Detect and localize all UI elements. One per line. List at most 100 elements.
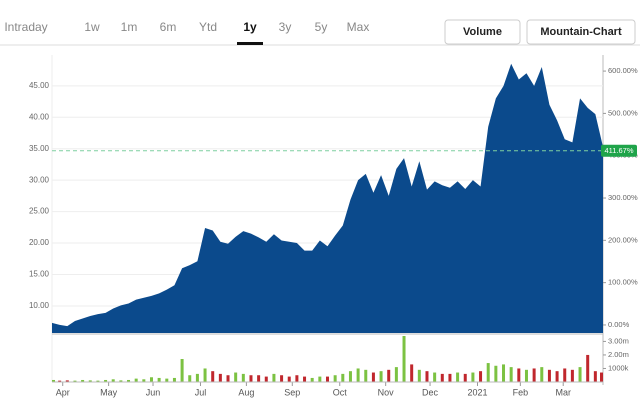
volume-bar: [402, 336, 406, 382]
volume-tick-label: 3.00m: [608, 336, 629, 345]
volume-bar: [356, 368, 360, 382]
button[interactable]: [526, 19, 636, 45]
volume-bar: [58, 380, 62, 382]
x-tick-label: Nov: [378, 387, 395, 397]
volume-bar: [394, 367, 398, 382]
y2-tick-label: 100.00%: [608, 278, 638, 287]
button[interactable]: [444, 19, 521, 45]
volume-bar: [364, 369, 368, 382]
volume-bar: [479, 371, 483, 382]
x-tick-label: 2021: [467, 387, 487, 397]
volume-bar: [448, 373, 452, 382]
x-tick-label: Apr: [56, 387, 70, 397]
volume-bar: [264, 376, 268, 382]
y-tick-label: 40.00: [29, 112, 50, 121]
y-tick-label: 30.00: [29, 175, 50, 184]
y-tick-label: 10.00: [29, 301, 50, 310]
volume-bar: [570, 369, 574, 382]
y2-tick-label: 300.00%: [608, 193, 638, 202]
volume-bar: [303, 376, 307, 382]
volume-bar: [555, 371, 559, 382]
volume-bar: [119, 380, 123, 382]
volume-bar: [379, 371, 383, 382]
volume-bar: [134, 378, 138, 382]
x-tick-label: Mar: [555, 387, 571, 397]
volume-bar: [172, 377, 176, 382]
volume-bar: [111, 379, 115, 382]
volume-bar: [127, 379, 131, 382]
tab[interactable]: Intraday: [4, 20, 47, 34]
volume-bar: [578, 367, 582, 382]
tab[interactable]: 1m: [121, 20, 138, 34]
volume-bar: [563, 368, 567, 382]
x-tick-label: Feb: [513, 387, 529, 397]
volume-bar: [88, 380, 92, 382]
volume-bar: [547, 369, 551, 382]
volume-bar: [73, 380, 77, 382]
volume-bar: [280, 375, 284, 382]
volume-bar: [502, 364, 506, 382]
tab[interactable]: 6m: [160, 20, 177, 34]
tab[interactable]: 3y: [279, 20, 292, 34]
volume-bar: [318, 376, 322, 382]
volume-bar: [310, 377, 314, 382]
volume-bar: [456, 372, 460, 382]
volume-bar: [149, 377, 153, 382]
x-tick-label: May: [100, 387, 118, 397]
y2-tick-label: 600.00%: [608, 66, 638, 75]
tab[interactable]: 5y: [315, 20, 328, 34]
current-label: 411.67%: [604, 146, 633, 155]
x-tick-label: Aug: [238, 387, 254, 397]
current-badge: [601, 144, 637, 157]
y-tick-label: 15.00: [29, 270, 50, 279]
y-tick-label: 20.00: [29, 238, 50, 247]
volume-bar: [433, 372, 437, 382]
volume-bar: [371, 372, 375, 382]
volume-bar: [211, 371, 215, 382]
y-tick-label: 35.00: [29, 144, 50, 153]
volume-bar: [486, 363, 490, 382]
y-tick-label: 45.00: [29, 81, 50, 90]
volume-bar: [234, 372, 238, 382]
y-tick-label: 25.00: [29, 207, 50, 216]
volume-bar: [532, 368, 536, 382]
volume-bar: [226, 375, 230, 382]
volume-bar: [524, 369, 528, 382]
volume-bar: [600, 372, 603, 382]
volume-bar: [287, 376, 291, 382]
tab-underline: [237, 42, 263, 45]
volume-bar: [586, 354, 590, 382]
x-tick-label: Jun: [146, 387, 161, 397]
volume-bar: [96, 380, 100, 382]
volume-bar: [463, 373, 467, 382]
volume-bar: [142, 379, 146, 382]
volume-bar: [387, 369, 391, 382]
tab[interactable]: 1y: [243, 20, 257, 34]
volume-bar: [471, 372, 475, 382]
x-tick-label: Dec: [422, 387, 439, 397]
volume-bar: [272, 373, 276, 382]
button-label[interactable]: Volume: [463, 26, 502, 38]
tab[interactable]: 1w: [84, 20, 100, 34]
volume-bar: [65, 380, 69, 382]
volume-bar: [440, 373, 444, 382]
volume-bar: [195, 373, 199, 382]
volume-bar: [241, 373, 245, 382]
volume-bar: [203, 368, 207, 382]
volume-tick-label: 2.00m: [608, 350, 629, 359]
volume-bar: [81, 379, 85, 382]
volume-tick-label: 1000k: [608, 363, 629, 372]
x-tick-label: Jul: [195, 387, 207, 397]
volume-bar: [295, 375, 299, 382]
tab[interactable]: Max: [347, 20, 370, 34]
volume-bar: [104, 379, 108, 382]
volume-bar: [218, 373, 222, 382]
volume-bar: [494, 365, 498, 382]
tab[interactable]: Ytd: [199, 20, 217, 34]
volume-bar: [165, 378, 169, 382]
volume-bar: [517, 368, 521, 382]
price-area: [52, 63, 603, 334]
volume-bar: [188, 375, 192, 382]
button-label[interactable]: Mountain-Chart: [540, 26, 622, 38]
